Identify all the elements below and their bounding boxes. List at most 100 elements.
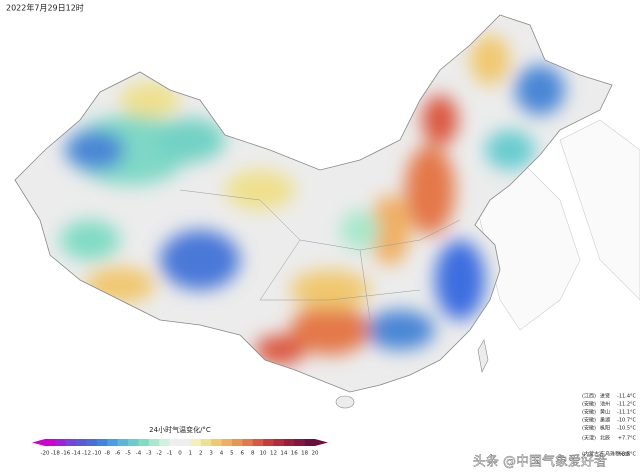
- legend-swatch: [200, 439, 212, 446]
- cold-area: [65, 130, 125, 170]
- station-name: 北辰: [600, 435, 610, 442]
- legend-tick-label: 1: [189, 451, 193, 457]
- legend-tick-label: 2: [199, 451, 203, 457]
- legend-tick-label: -2: [156, 451, 161, 457]
- station-province: (安徽): [582, 417, 596, 424]
- legend-swatch: [148, 439, 160, 446]
- legend-tick-label: 8: [251, 451, 255, 457]
- station-province: (安徽): [582, 425, 596, 432]
- station-change: +7.7°C: [618, 436, 637, 442]
- legend-tick-label: -3: [146, 451, 152, 457]
- station-name: 巢湖: [600, 417, 610, 424]
- legend-tick-label: 10: [260, 451, 267, 457]
- legend-swatch: [190, 439, 202, 446]
- legend-tick-label: -14: [72, 451, 81, 457]
- station-change: -11.2°C: [617, 402, 636, 408]
- legend-swatch: [169, 439, 181, 446]
- hot-area: [405, 145, 455, 235]
- station-name: 黄山: [600, 409, 610, 416]
- warm-area: [470, 35, 510, 85]
- legend-arrow-high: [315, 439, 328, 446]
- hot-area: [255, 335, 305, 365]
- warm-area: [370, 195, 410, 265]
- station-province: (安徽): [582, 401, 596, 408]
- legend-swatch: [294, 439, 305, 446]
- cold-area: [435, 240, 485, 320]
- legend-tick-label: -1: [167, 451, 172, 457]
- warm-area: [290, 270, 370, 310]
- cool-area: [60, 220, 120, 260]
- legend-tick-label: -20: [41, 451, 50, 457]
- station-change: -10.7°C: [617, 418, 636, 424]
- station-province: (天津): [582, 435, 596, 442]
- legend-swatch: [96, 439, 108, 446]
- legend-swatch: [45, 439, 56, 446]
- legend-tick-label: -16: [61, 451, 70, 457]
- legend-tick-label: 3: [209, 451, 213, 457]
- station-province: (江西): [582, 393, 596, 400]
- station-list: (江西) 进贤 -11.4°C (安徽) 池州 -11.2°C (安徽) 黄山 -11.1°C (…: [582, 393, 637, 458]
- cool-area: [155, 118, 225, 162]
- station-name: 池州: [600, 401, 610, 408]
- station-name: 枞阳: [600, 425, 610, 432]
- watermark: 头条 @中国气象爱好者: [473, 454, 607, 470]
- cool-area: [485, 130, 535, 170]
- legend-tick-label: 5: [230, 451, 234, 457]
- cool-area: [340, 210, 380, 250]
- legend: -20 -18 -16 -14 -12 -10 -8 -6 -5 -4 -3 -2 -1 0 1 2 3 4 5 6 8…: [32, 439, 328, 457]
- legend-tick-label: -5: [125, 451, 131, 457]
- legend-swatch: [65, 439, 77, 446]
- legend-tick-label: 20: [312, 451, 319, 457]
- legend-swatch: [180, 439, 191, 446]
- legend-tick-label: 0: [178, 451, 182, 457]
- station-name: 进贤: [600, 393, 610, 400]
- cold-area: [365, 310, 435, 350]
- legend-arrow-low: [32, 439, 45, 446]
- taiwan: [477, 339, 489, 373]
- legend-swatch: [211, 439, 222, 446]
- legend-tick-label: -10: [92, 451, 101, 457]
- legend-tick-label: 12: [270, 451, 277, 457]
- legend-swatch: [273, 439, 285, 446]
- legend-tick-label: 6: [241, 451, 245, 457]
- hot-area: [422, 95, 458, 145]
- legend-tick-label: -12: [82, 451, 91, 457]
- legend-tick-label: -8: [105, 451, 111, 457]
- province-borders: [179, 189, 461, 321]
- warm-area: [225, 170, 295, 210]
- warm-area: [120, 82, 180, 118]
- legend-tick-label: 4: [220, 451, 224, 457]
- legend-swatch: [86, 439, 98, 446]
- station-name: 东乌珠穆沁旗: [600, 451, 630, 458]
- hainan: [335, 395, 355, 409]
- legend-tick-label: 16: [291, 451, 298, 457]
- station-province: (安徽): [582, 409, 596, 416]
- legend-tick-label: 18: [301, 451, 308, 457]
- timestamp: 2022年7月29日12时: [6, 3, 84, 13]
- cold-area: [160, 230, 240, 290]
- station-change: -10.5°C: [617, 426, 636, 432]
- legend-swatch: [252, 439, 264, 446]
- legend-swatch: [304, 439, 316, 446]
- legend-swatch: [159, 439, 170, 446]
- legend-swatch: [138, 439, 150, 446]
- hot-area: [290, 305, 370, 355]
- legend-swatch: [221, 439, 233, 446]
- legend-tick-label: -18: [51, 451, 60, 457]
- legend-swatch: [263, 439, 274, 446]
- legend-title: 24小时气温变化/°C: [149, 425, 211, 434]
- legend-swatch: [107, 439, 118, 446]
- legend-swatch: [76, 439, 87, 446]
- station-change: -11.4°C: [617, 394, 636, 400]
- legend-swatch: [231, 439, 243, 446]
- station-change: +8.5°C: [618, 452, 637, 458]
- legend-swatch: [242, 439, 253, 446]
- country-border: [14, 14, 613, 393]
- legend-swatch: [117, 439, 129, 446]
- station-change: -11.1°C: [617, 410, 636, 416]
- legend-swatch: [283, 439, 295, 446]
- legend-swatch: [128, 439, 139, 446]
- legend-swatch: [55, 439, 67, 446]
- legend-tick-label: -6: [115, 451, 121, 457]
